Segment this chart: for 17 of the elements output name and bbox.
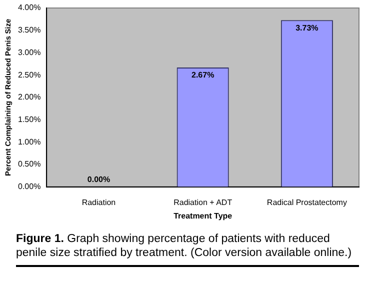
y-tick-label: 1.50%: [18, 114, 41, 124]
x-tick-label: Radical Prostatectomy: [266, 198, 347, 207]
data-label: 2.67%: [192, 70, 214, 80]
y-tick-label: 3.00%: [18, 48, 41, 57]
y-tick-label: 2.50%: [18, 70, 41, 80]
data-label: 3.73%: [296, 23, 318, 32]
data-label: 0.00%: [87, 175, 110, 184]
x-tick-label: Radiation + ADT: [174, 198, 232, 207]
x-tick-label: Radiation: [82, 198, 116, 207]
y-tick-label: 0.00%: [18, 182, 41, 192]
caption: Figure 1. Graph showing percentage of patients with reduced penile size stratified by treatment. (Color version available online.): [16, 233, 352, 259]
y-tick-label: 3.50%: [18, 26, 41, 35]
y-tick-label: 0.50%: [18, 160, 41, 169]
y-tick-label: 1.00%: [18, 137, 41, 146]
y-tick-label: 4.00%: [18, 3, 41, 12]
y-tick-label: 2.00%: [18, 92, 41, 102]
x-axis-title: Treatment Type: [174, 211, 233, 220]
